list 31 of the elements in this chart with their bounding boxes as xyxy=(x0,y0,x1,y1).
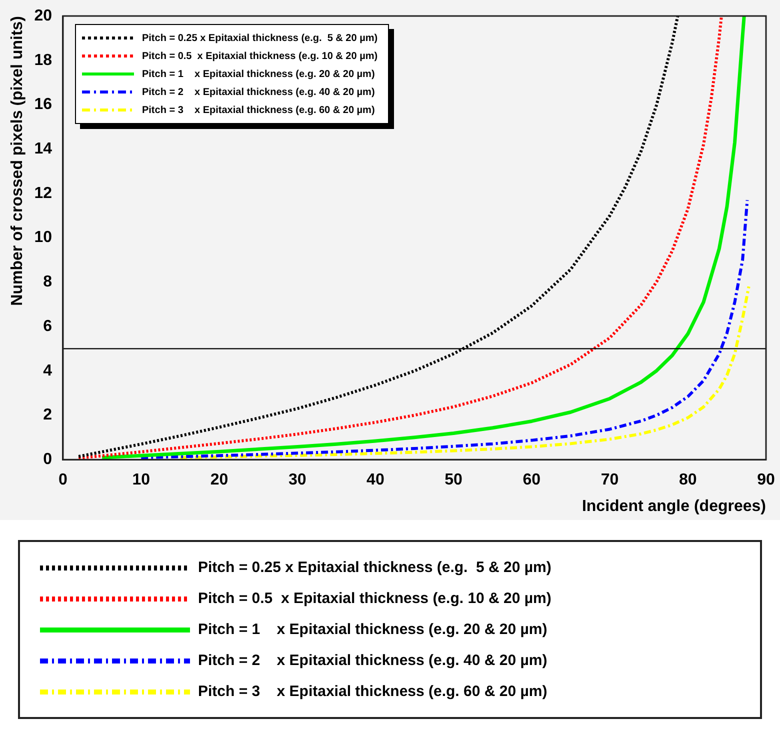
line-series xyxy=(140,198,749,460)
x-tick-label: 90 xyxy=(757,472,775,489)
x-tick-label: 0 xyxy=(58,472,68,489)
x-tick-label: 60 xyxy=(522,472,541,489)
y-tick-label: 12 xyxy=(34,184,52,202)
x-tick-label: 40 xyxy=(366,472,384,489)
x-tick-label: 70 xyxy=(600,472,619,489)
y-tick-label: 2 xyxy=(43,406,52,424)
legend-label: Pitch = 0.5 x Epitaxial thickness (e.g. 10 & 20 µm) xyxy=(142,50,378,62)
y-axis-title: Number of crossed pixels (pixel units) xyxy=(9,16,26,306)
x-tick-label: 30 xyxy=(288,472,306,489)
legend-label: Pitch = 1 x Epitaxial thickness (e.g. 20 & 20 µm) xyxy=(142,68,375,80)
x-tick-label: 80 xyxy=(678,472,697,489)
y-tick-label: 0 xyxy=(43,451,52,468)
y-tick-label: 8 xyxy=(43,274,52,291)
x-tick-label: 20 xyxy=(210,472,228,489)
x-tick-label: 10 xyxy=(132,472,150,489)
legend-label: Pitch = 0.25 x Epitaxial thickness (e.g. 5 & 20 µm) xyxy=(142,32,378,44)
x-tick-label: 50 xyxy=(444,472,463,489)
enlarged-legend-box: Pitch = 0.25 x Epitaxial thickness (e.g. 5 & 20 µm) Pitch = 0.5 x Epitaxial thickness (e.g. 10 & 20 µm) Pitch = 1 x Epitaxial thickness (e.g. 20 & 20 µm) Pitch = 2 x Epitaxial thickness (e.g. 40 & 20 µm) Pitch = 3 x Epitaxial thickness (e.g. 60 & 20 µm) xyxy=(18,540,762,719)
y-tick-label: 6 xyxy=(43,318,52,335)
legend-label: Pitch = 3 x Epitaxial thickness (e.g. 60 & 20 µm) xyxy=(142,104,375,116)
y-tick-label: 16 xyxy=(34,96,52,114)
y-tick-label: 20 xyxy=(34,7,52,24)
y-tick-label: 14 xyxy=(34,140,52,158)
legend-label: Pitch = 2 x Epitaxial thickness (e.g. 40 & 20 µm) xyxy=(142,86,375,98)
y-tick-label: 4 xyxy=(43,362,52,380)
line-series xyxy=(178,285,750,460)
y-tick-label: 10 xyxy=(34,229,52,246)
y-tick-label: 18 xyxy=(34,52,52,69)
x-axis-title: Incident angle (degrees) xyxy=(582,498,766,515)
